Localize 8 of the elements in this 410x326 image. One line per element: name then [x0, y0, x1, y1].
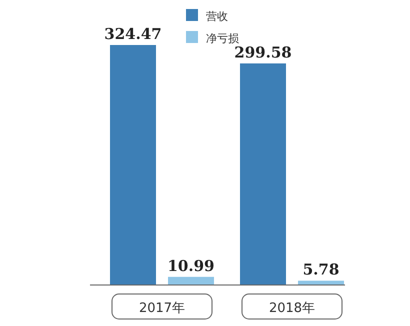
data-label: 324.47: [104, 25, 162, 43]
x-tick-label: 2018年: [268, 301, 316, 316]
legend-label: 营收: [206, 10, 228, 23]
data-label: 5.78: [302, 260, 340, 279]
x-tick-label: 2017年: [138, 301, 186, 316]
data-label: 299.58: [234, 43, 292, 62]
legend-label: 净亏损: [206, 32, 239, 45]
data-label: 10.99: [168, 256, 214, 275]
